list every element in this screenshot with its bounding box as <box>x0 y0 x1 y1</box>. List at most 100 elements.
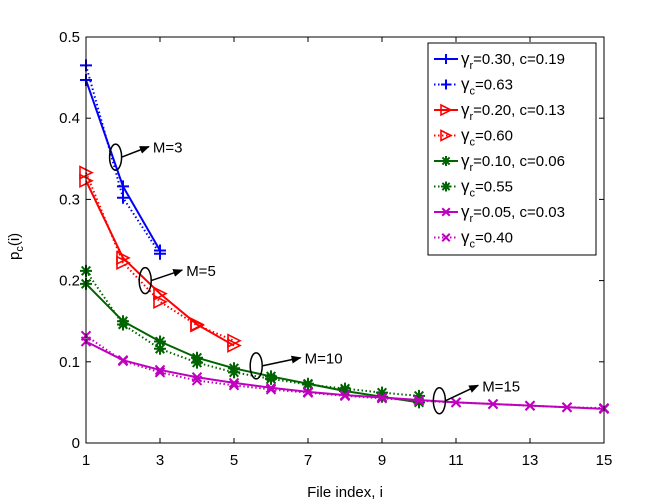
annotation-ellipse <box>249 352 263 380</box>
legend-text: =0.10, c=0.06 <box>473 153 565 170</box>
legend-greek: γ <box>461 228 470 247</box>
legend-greek: γ <box>461 202 470 221</box>
legend-label: γr=0.20, c=0.13 <box>461 100 565 123</box>
y-axis-label: pc(i) <box>6 233 26 260</box>
legend-text: =0.30, c=0.19 <box>473 51 565 68</box>
legend-subscript: r <box>470 60 474 72</box>
legend-label: γr=0.10, c=0.06 <box>461 151 565 174</box>
series-3 <box>79 173 242 353</box>
series-line <box>85 172 235 342</box>
data-point <box>117 191 129 204</box>
legend-label: γc=0.55 <box>461 177 513 200</box>
x-tick-label: 9 <box>378 452 386 469</box>
data-point <box>339 382 351 395</box>
data-point <box>153 294 168 310</box>
legend-entry: γr=0.30, c=0.19 <box>434 49 565 72</box>
data-point <box>154 247 166 260</box>
data-point <box>154 367 166 378</box>
data-point <box>413 396 425 409</box>
legend-entry: γr=0.20, c=0.13 <box>434 100 565 123</box>
x-tick-label: 11 <box>448 452 464 469</box>
legend-label: γc=0.40 <box>461 228 513 251</box>
series-line <box>85 79 161 252</box>
legend-marker <box>441 54 451 64</box>
x-tick-label: 3 <box>156 452 164 469</box>
series-layer <box>79 59 610 415</box>
x-tick-label: 1 <box>82 452 90 469</box>
data-point <box>487 398 499 410</box>
series-line <box>85 334 605 410</box>
annotation: M=5 <box>138 263 216 295</box>
legend-label: γc=0.60 <box>461 126 513 149</box>
data-point <box>376 393 388 404</box>
y-tick-label: 0.4 <box>59 110 80 127</box>
series-line <box>85 65 161 255</box>
y-tick-label: 0 <box>72 435 80 452</box>
legend-text: =0.40 <box>475 230 513 247</box>
legend-marker <box>440 103 453 117</box>
legend-subscript: r <box>470 213 474 225</box>
data-point <box>228 380 240 391</box>
data-point <box>524 400 536 411</box>
legend-marker <box>440 129 453 142</box>
legend-entry: γc=0.63 <box>434 75 513 98</box>
annotation: M=10 <box>249 351 343 380</box>
data-point <box>413 389 425 402</box>
annotation-arrow <box>445 384 480 402</box>
legend-box <box>427 42 597 256</box>
data-point <box>117 355 129 367</box>
legend-greek: γ <box>461 100 470 119</box>
data-point <box>190 317 205 333</box>
annotation-label: M=10 <box>305 351 343 368</box>
y-tick-label: 0.3 <box>59 191 80 208</box>
y-axis-label-tail: (i) <box>6 232 23 247</box>
data-point <box>154 342 166 355</box>
legend-subscript: c <box>470 188 476 200</box>
data-point <box>191 375 203 386</box>
y-axis-label-main: p <box>6 251 23 260</box>
legend-subscript: c <box>470 137 476 149</box>
data-point <box>153 286 168 301</box>
legend-entry: γc=0.60 <box>434 126 513 149</box>
data-point <box>302 387 314 398</box>
y-axis-label-sub: c <box>14 246 26 252</box>
legend-marker <box>441 79 451 90</box>
data-point <box>116 255 131 271</box>
legend-greek: γ <box>461 49 470 68</box>
legend-greek: γ <box>461 177 470 196</box>
series-1 <box>80 74 166 257</box>
data-point <box>228 377 240 389</box>
x-tick-label: 5 <box>230 452 238 469</box>
annotation-label: M=5 <box>186 263 216 280</box>
data-point <box>228 366 240 379</box>
annotations: M=3 M=5 M=10 M=15 <box>108 140 520 415</box>
series-line <box>85 283 420 404</box>
data-point <box>561 402 573 413</box>
plot-frame <box>85 36 605 444</box>
annotation-arrow <box>150 269 184 282</box>
annotation-label: M=15 <box>482 378 520 395</box>
legend-text: =0.63 <box>475 77 513 94</box>
data-point <box>265 382 277 393</box>
legend-text: =0.60 <box>475 128 513 145</box>
legend-text: =0.05, c=0.03 <box>473 204 565 221</box>
legend-entry: γr=0.05, c=0.03 <box>434 202 565 225</box>
legend-subscript: r <box>470 162 474 174</box>
data-point <box>117 318 129 331</box>
y-axis-label-wrap: pc(i) <box>6 200 66 290</box>
annotation-arrow <box>262 355 302 367</box>
y-tick-label: 0.5 <box>59 29 80 46</box>
legend-text: =0.55 <box>475 179 513 196</box>
annotation: M=15 <box>432 378 520 415</box>
data-point <box>450 397 462 408</box>
data-point <box>154 335 166 348</box>
x-tick-label: 15 <box>596 452 613 469</box>
y-tick-label: 0.1 <box>59 354 80 371</box>
legend-subscript: r <box>470 111 474 123</box>
legend-marker <box>441 233 451 242</box>
x-axis-label: File index, i <box>307 484 383 500</box>
x-tick-label: 7 <box>304 452 312 469</box>
legend-marker <box>441 156 451 166</box>
legend-greek: γ <box>461 126 470 145</box>
